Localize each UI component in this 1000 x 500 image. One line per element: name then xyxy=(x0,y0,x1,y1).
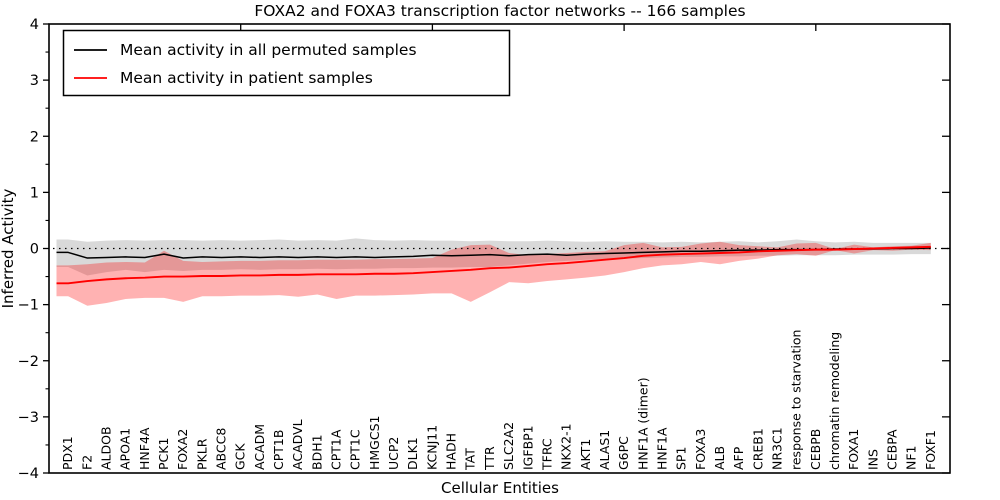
x-category-label: HMGCS1 xyxy=(367,416,382,471)
x-category-label: SLC2A2 xyxy=(501,422,516,470)
y-tick-label: −1 xyxy=(18,298,39,314)
y-tick-label: 2 xyxy=(30,129,39,145)
x-category-label: AKT1 xyxy=(578,439,593,470)
patient-mean-line xyxy=(56,245,931,285)
x-category-label: INS xyxy=(865,449,880,470)
x-category-label: CEBPA xyxy=(884,429,899,470)
x-category-label: ALAS1 xyxy=(597,430,612,470)
x-category-label: FOXA2 xyxy=(175,429,190,470)
y-tick-label: 1 xyxy=(30,185,39,201)
x-category-label: TTR xyxy=(482,446,497,471)
y-tick-label: 4 xyxy=(30,17,39,33)
x-category-label: HNF1A xyxy=(654,427,669,470)
x-category-label: TFRC xyxy=(539,438,554,471)
x-category-label: DLK1 xyxy=(405,437,420,470)
x-category-label: APOA1 xyxy=(118,428,133,470)
x-category-label: ALB xyxy=(712,446,727,470)
x-category-label: CEBPB xyxy=(808,429,823,470)
x-category-label: BDH1 xyxy=(309,434,324,470)
legend-label-patient: Mean activity in patient samples xyxy=(120,69,373,87)
x-category-label: F2 xyxy=(79,455,94,470)
x-category-label: NR3C1 xyxy=(769,427,784,470)
x-category-label: CPT1B xyxy=(271,430,286,470)
legend-label-permuted: Mean activity in all permuted samples xyxy=(120,41,417,59)
x-category-label: NKX2-1 xyxy=(559,423,574,470)
x-category-label: NF1 xyxy=(904,446,919,471)
x-category-label: UCP2 xyxy=(386,437,401,470)
x-category-label: HADH xyxy=(444,433,459,470)
permuted-range-band xyxy=(56,238,931,276)
x-category-label: PCK1 xyxy=(156,438,171,470)
plot-area: 4 3 2 1 0 −1 −2 −3 −4 PDX1 F2 ALDOB APOA1 HNF4A PCK1 FO… xyxy=(18,17,951,482)
y-tick-label: −2 xyxy=(18,354,39,370)
x-category-label: PKLR xyxy=(194,438,209,470)
x-category-label: FOXA1 xyxy=(846,429,861,470)
patient-range-band xyxy=(56,241,931,306)
legend-box xyxy=(62,29,511,97)
x-category-label: PDX1 xyxy=(60,436,75,470)
chart-title: FOXA2 and FOXA3 transcription factor net… xyxy=(254,2,745,20)
y-tick-label: −4 xyxy=(18,466,39,482)
x-category-label: TAT xyxy=(463,448,478,471)
y-tick-label: −3 xyxy=(18,410,39,426)
x-category-label: FOXF1 xyxy=(923,430,938,470)
x-category-label: KCNJ11 xyxy=(424,425,439,470)
x-category-label: CREB1 xyxy=(750,428,765,470)
x-category-label: FOXA3 xyxy=(693,429,708,470)
x-category-label: G6PC xyxy=(616,436,631,470)
legend: Mean activity in all permuted samples Me… xyxy=(62,29,511,97)
x-category-label: IGFBP1 xyxy=(520,425,535,470)
x-category-label: GCK xyxy=(233,443,248,470)
x-category-label: CPT1A xyxy=(329,429,344,470)
x-category-label: SP1 xyxy=(674,447,689,470)
x-category-label: AFP xyxy=(731,446,746,470)
y-tick-label: 0 xyxy=(30,242,39,258)
y-axis-label: Inferred Activity xyxy=(0,188,17,308)
x-category-label: HNF4A xyxy=(137,427,152,470)
x-category-label: ACADVL xyxy=(290,419,305,470)
x-axis-label: Cellular Entities xyxy=(441,479,559,497)
y-tick-label: 3 xyxy=(30,73,39,89)
x-category-label: chromatin remodeling xyxy=(827,332,842,470)
x-category-label: CPT1C xyxy=(348,429,363,470)
x-category-label: ALDOB xyxy=(99,426,114,470)
x-category-label: response to starvation xyxy=(789,330,804,471)
x-category-label: HNF1A (dimer) xyxy=(635,377,650,470)
x-category-label: ABCC8 xyxy=(214,428,229,470)
x-category-label: ACADM xyxy=(252,424,267,470)
